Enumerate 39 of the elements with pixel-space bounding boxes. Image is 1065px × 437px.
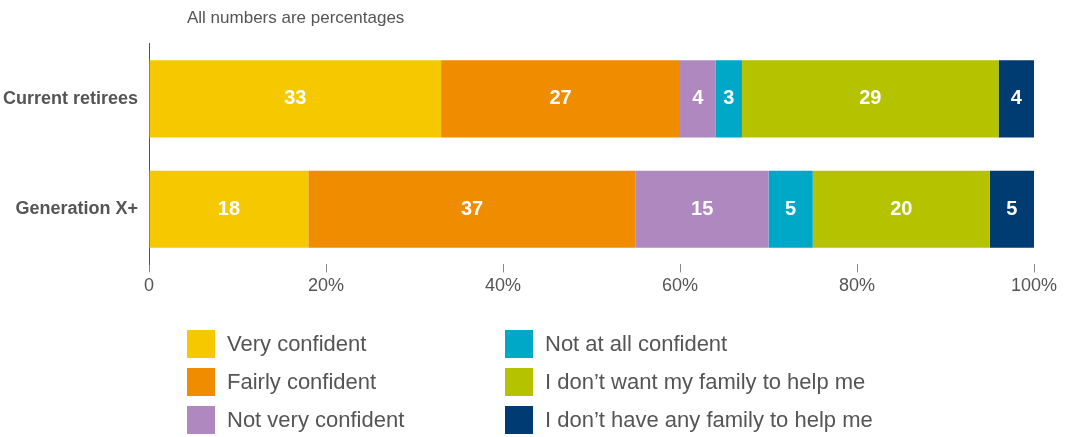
bar xyxy=(680,60,716,138)
bar xyxy=(812,170,990,248)
bar xyxy=(741,60,999,138)
chart-subtitle: All numbers are percentages xyxy=(187,8,405,28)
data-label: 15 xyxy=(691,196,714,219)
bar xyxy=(768,170,813,248)
data-label: 20 xyxy=(890,196,913,219)
data-label: 4 xyxy=(1010,86,1023,109)
data-label: 33 xyxy=(284,86,307,109)
x-tick-label: 20% xyxy=(308,275,345,296)
bar xyxy=(989,170,1034,248)
data-label: 29 xyxy=(859,86,882,109)
data-label: 27 xyxy=(549,86,572,109)
data-label: 37 xyxy=(460,196,484,219)
bar xyxy=(149,60,442,138)
legend-label: Not very confident xyxy=(227,407,405,433)
x-tick-label: 60% xyxy=(662,275,699,296)
y-tick-label: Current retirees xyxy=(2,87,139,108)
data-label: 5 xyxy=(785,196,797,219)
data-label: 3 xyxy=(723,86,735,109)
bar xyxy=(149,170,309,248)
bar xyxy=(998,60,1034,138)
legend-label: Not at all confident xyxy=(545,331,728,357)
bar xyxy=(441,60,681,138)
x-tick-label: 0 xyxy=(144,275,155,296)
data-label: 4 xyxy=(692,86,705,109)
bar xyxy=(715,60,742,138)
legend-label: Very confident xyxy=(227,331,367,357)
x-tick-label: 80% xyxy=(838,275,876,296)
legend-label: I don’t have any family to help me xyxy=(545,407,873,433)
legend-label: Fairly confident xyxy=(227,369,377,395)
x-tick-label: 100% xyxy=(1010,275,1058,296)
data-label: 18 xyxy=(217,196,241,219)
legend-label: I don’t want my family to help me xyxy=(545,369,866,395)
data-label: 5 xyxy=(1006,196,1018,219)
x-tick-label: 40% xyxy=(485,275,522,296)
bar xyxy=(635,170,769,248)
bar xyxy=(308,170,636,248)
y-tick-label: Generation X+ xyxy=(15,198,139,219)
